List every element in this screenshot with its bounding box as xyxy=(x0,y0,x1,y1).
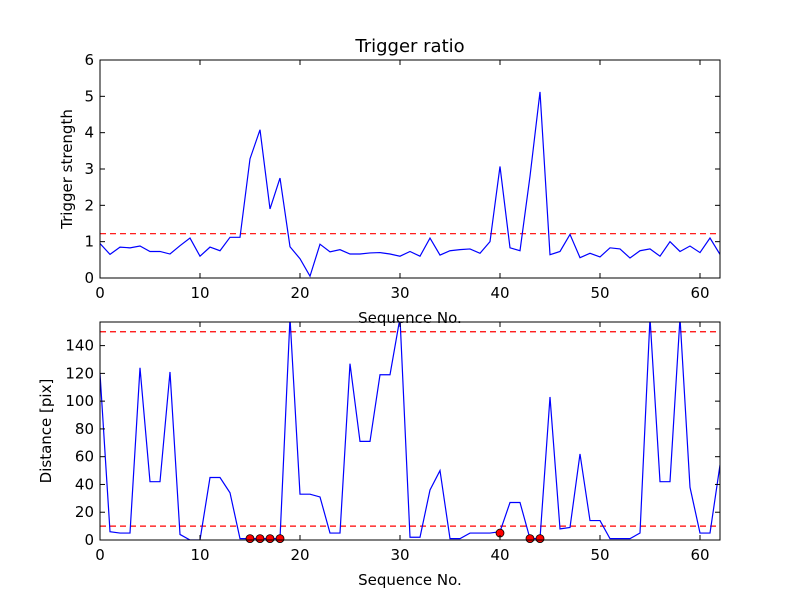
x-tick-label: 60 xyxy=(690,546,709,564)
x-tick-label: 40 xyxy=(490,284,509,302)
data-point-marker xyxy=(265,534,275,544)
x-tick-label: 30 xyxy=(390,284,409,302)
x-tick-label: 40 xyxy=(490,546,509,564)
x-tick-label: 50 xyxy=(590,546,609,564)
x-axis-label: Sequence No. xyxy=(358,571,462,589)
y-tick-label: 6 xyxy=(84,51,94,69)
series-line xyxy=(100,91,720,278)
data-layer xyxy=(100,322,720,540)
y-tick-label: 0 xyxy=(84,531,94,549)
y-tick-label: 0 xyxy=(84,269,94,287)
x-tick-label: 0 xyxy=(95,284,105,302)
y-tick-label: 4 xyxy=(84,124,94,142)
y-tick-label: 140 xyxy=(65,337,94,355)
y-tick-label: 40 xyxy=(75,475,94,493)
data-point-marker xyxy=(525,534,535,544)
data-point-marker xyxy=(535,534,545,544)
x-tick-label: 20 xyxy=(290,546,309,564)
x-tick-label: 30 xyxy=(390,546,409,564)
y-tick-label: 3 xyxy=(84,160,94,178)
x-tick-label: 10 xyxy=(190,546,209,564)
x-tick-label: 20 xyxy=(290,284,309,302)
data-layer xyxy=(100,91,720,278)
y-tick-label: 100 xyxy=(65,392,94,410)
x-axis-label: Sequence No. xyxy=(358,309,462,327)
data-point-marker xyxy=(255,534,265,544)
data-point-marker xyxy=(275,534,285,544)
x-tick-label: 10 xyxy=(190,284,209,302)
chart-title: Trigger ratio xyxy=(354,36,464,57)
y-axis-label: Trigger strength xyxy=(58,109,76,230)
y-tick-label: 5 xyxy=(84,87,94,105)
y-tick-label: 80 xyxy=(75,420,94,438)
series-line xyxy=(100,322,720,540)
plot-area: 0 10 20 30 40 50 60 0 20 40 60 80 100 120 140 xyxy=(65,321,721,564)
x-tick-label: 50 xyxy=(590,284,609,302)
plot-frame xyxy=(99,321,721,541)
data-point-marker xyxy=(245,534,255,544)
y-tick-label: 60 xyxy=(75,448,94,466)
y-tick-label: 1 xyxy=(84,233,94,251)
x-tick-label: 0 xyxy=(95,546,105,564)
y-axis-label: Distance [pix] xyxy=(37,379,55,484)
y-tick-label: 20 xyxy=(75,503,94,521)
x-tick-label: 60 xyxy=(690,284,709,302)
y-tick-label: 120 xyxy=(65,364,94,382)
distance-chart: 0 10 20 30 40 50 60 0 20 40 60 80 100 120 140 Sequence… xyxy=(37,321,721,589)
plot-area: 0 10 20 30 40 50 60 0 1 2 3 4 5 6 xyxy=(84,51,721,302)
y-tick-label: 2 xyxy=(84,196,94,214)
